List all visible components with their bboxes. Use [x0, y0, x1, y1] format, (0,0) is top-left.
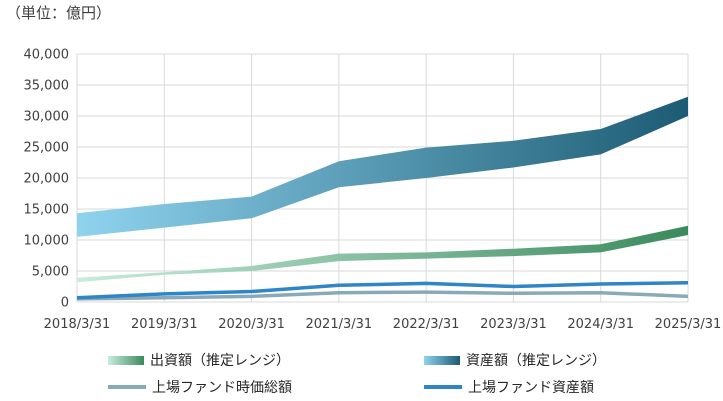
listed-market-cap-line — [76, 290, 689, 301]
y-tick-label: 35,000 — [24, 79, 70, 94]
x-tick-label: 2020/3/31 — [218, 317, 285, 332]
y-tick-label: 0 — [61, 296, 69, 311]
y-axis: 0 5,000 10,000 15,000 20,000 25,000 30,000 35,0… — [24, 48, 70, 311]
x-tick-label: 2021/3/31 — [306, 317, 373, 332]
x-tick-label: 2019/3/31 — [131, 317, 198, 332]
series-lines — [76, 281, 689, 301]
x-tick-label: 2022/3/31 — [393, 317, 460, 332]
range-bands — [77, 96, 688, 283]
x-tick-label: 2023/3/31 — [480, 317, 547, 332]
y-tick-label: 25,000 — [24, 141, 70, 156]
x-axis: 2018/3/31 2019/3/31 2020/3/31 2021/3/31 2022… — [44, 317, 722, 332]
y-tick-label: 5,000 — [32, 265, 69, 280]
x-tick-label: 2024/3/31 — [567, 317, 634, 332]
y-tick-label: 10,000 — [24, 234, 70, 249]
investment-range-band — [77, 225, 688, 283]
gridlines — [76, 53, 689, 303]
asset-range-band — [77, 96, 688, 237]
y-tick-label: 15,000 — [24, 203, 70, 218]
y-tick-label: 20,000 — [24, 172, 70, 187]
unit-label: （単位：億円） — [6, 4, 112, 22]
x-tick-label: 2025/3/31 — [655, 317, 722, 332]
listed-assets-line — [76, 281, 689, 300]
y-tick-label: 30,000 — [24, 110, 70, 125]
y-tick-label: 40,000 — [24, 48, 70, 63]
x-tick-label: 2018/3/31 — [44, 317, 111, 332]
